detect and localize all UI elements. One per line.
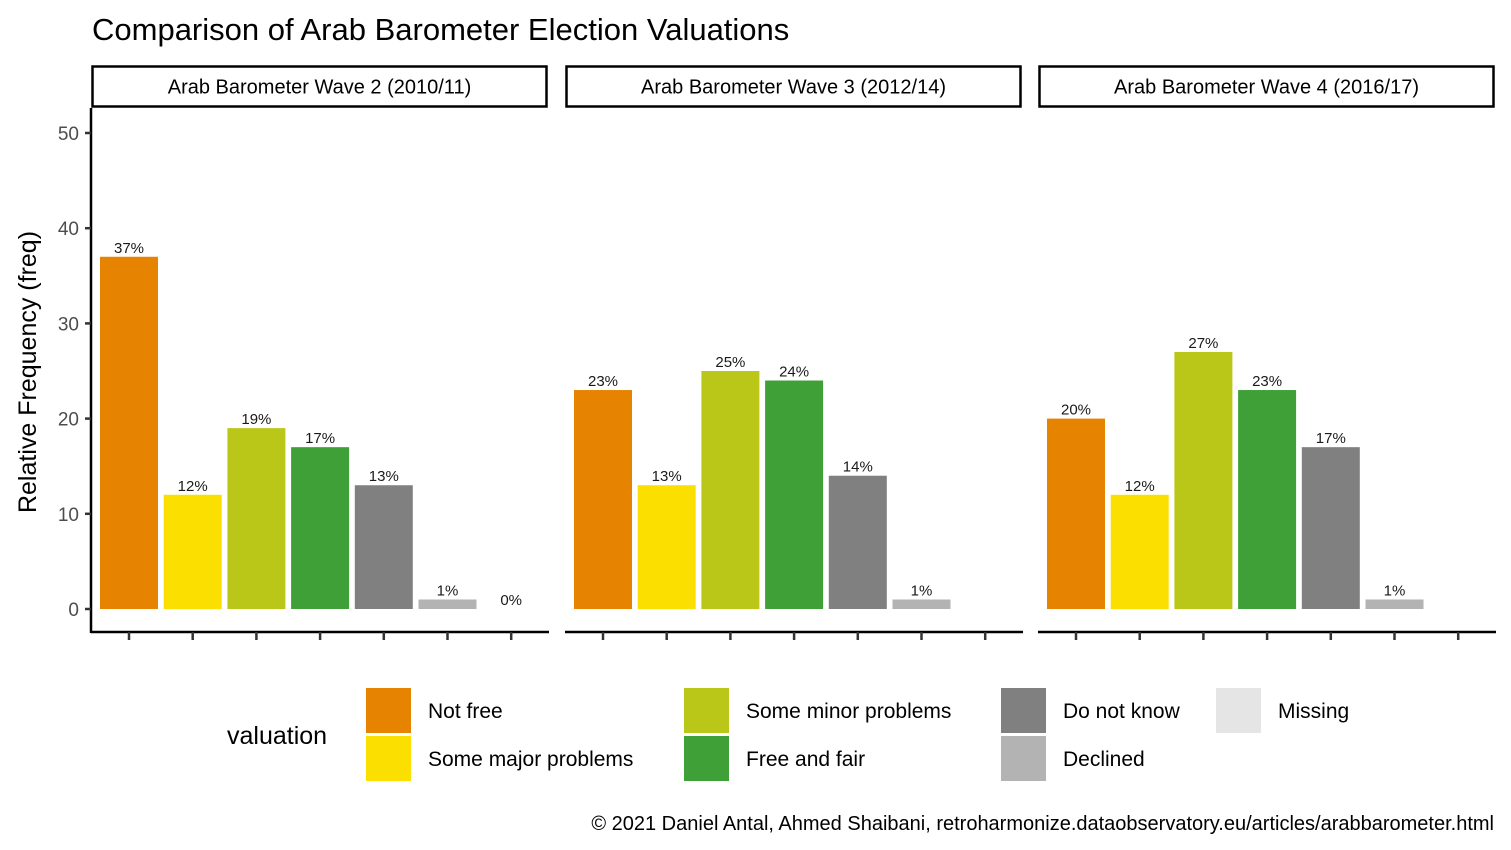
legend-label: Free and fair <box>746 748 865 771</box>
facet-strip <box>1038 65 1495 108</box>
bar-value-label: 19% <box>241 411 271 428</box>
chart-caption: © 2021 Daniel Antal, Ahmed Shaibani, ret… <box>591 813 1494 835</box>
chart-title: Comparison of Arab Barometer Election Va… <box>92 12 789 47</box>
y-tick-label: 40 <box>58 219 79 240</box>
facet-panel: Arab Barometer Wave 4 (2016/17) 20% 12% 27%… <box>1038 65 1496 640</box>
bar-value-label: 13% <box>652 468 682 485</box>
bar-value-label: 0% <box>500 592 522 609</box>
legend-entry: Free and fair <box>684 736 865 781</box>
bar-value-label: 23% <box>1252 373 1282 390</box>
legend-swatch <box>366 736 411 781</box>
legend-entry: Some minor problems <box>684 688 951 733</box>
legend-label: Some minor problems <box>746 700 951 723</box>
bar <box>100 256 158 609</box>
legend-entry: Do not know <box>1001 688 1181 733</box>
legend-label: Declined <box>1063 748 1145 771</box>
bar <box>354 485 413 609</box>
bar-value-label: 17% <box>305 430 335 447</box>
legend: valuation Not free Some major problems Som… <box>227 688 1349 781</box>
bar <box>701 371 760 609</box>
bar-value-label: 13% <box>369 468 399 485</box>
bar-value-label: 1% <box>1384 582 1406 599</box>
y-tick-label: 30 <box>58 314 79 335</box>
legend-swatch <box>1216 688 1261 733</box>
facet-strip <box>565 65 1022 108</box>
legend-swatch <box>684 688 729 733</box>
bar <box>1365 599 1424 609</box>
legend-entry: Missing <box>1216 688 1349 733</box>
y-tick-label: 10 <box>58 505 79 526</box>
legend-swatch <box>366 688 411 733</box>
y-tick-label: 50 <box>58 124 79 145</box>
y-tick-label: 0 <box>68 600 79 621</box>
bar <box>574 390 632 609</box>
bar <box>1110 494 1169 609</box>
bar-value-label: 17% <box>1316 430 1346 447</box>
bar-value-label: 20% <box>1061 402 1091 419</box>
legend-label: Do not know <box>1063 700 1181 723</box>
legend-swatch <box>1001 736 1046 781</box>
bar <box>828 475 887 609</box>
y-tick-label: 20 <box>58 410 79 431</box>
bar-value-label: 12% <box>1125 478 1155 495</box>
legend-title: valuation <box>227 722 327 750</box>
bar-value-label: 1% <box>437 582 459 599</box>
bar <box>291 447 350 609</box>
legend-entry: Some major problems <box>366 736 633 781</box>
bar-value-label: 14% <box>843 459 873 476</box>
bar <box>892 599 951 609</box>
bar <box>227 428 286 609</box>
bar <box>765 380 824 609</box>
bar-value-label: 23% <box>588 373 618 390</box>
facet-strip-label: Arab Barometer Wave 2 (2010/11) <box>168 77 471 99</box>
bar <box>163 494 222 609</box>
bar-value-label: 25% <box>715 354 745 371</box>
legend-swatch <box>1001 688 1046 733</box>
bar <box>418 599 477 609</box>
bar <box>1238 390 1297 609</box>
facet-strip-label: Arab Barometer Wave 4 (2016/17) <box>1114 77 1419 99</box>
bar <box>1174 351 1233 609</box>
y-axis-title: Relative Frequency (freq) <box>14 231 42 513</box>
bar-value-label: 27% <box>1188 335 1218 352</box>
facet-strip-label: Arab Barometer Wave 3 (2012/14) <box>641 77 946 99</box>
bar <box>637 485 696 609</box>
legend-label: Not free <box>428 700 503 723</box>
legend-swatch <box>684 736 729 781</box>
legend-entry: Declined <box>1001 736 1145 781</box>
bar-value-label: 1% <box>911 582 933 599</box>
legend-entry: Not free <box>366 688 503 733</box>
facet-panel: Arab Barometer Wave 2 (2010/11) 0 10 20 30 40… <box>58 65 549 640</box>
bar <box>1301 447 1360 609</box>
facet-panel: Arab Barometer Wave 3 (2012/14) 23% 13% 25%… <box>565 65 1023 640</box>
bar-value-label: 24% <box>779 364 809 381</box>
legend-label: Some major problems <box>428 748 633 771</box>
legend-label: Missing <box>1278 700 1349 723</box>
facet-strip <box>91 65 548 108</box>
bar <box>1047 418 1105 609</box>
bar-value-label: 12% <box>178 478 208 495</box>
bar-value-label: 37% <box>114 240 144 257</box>
